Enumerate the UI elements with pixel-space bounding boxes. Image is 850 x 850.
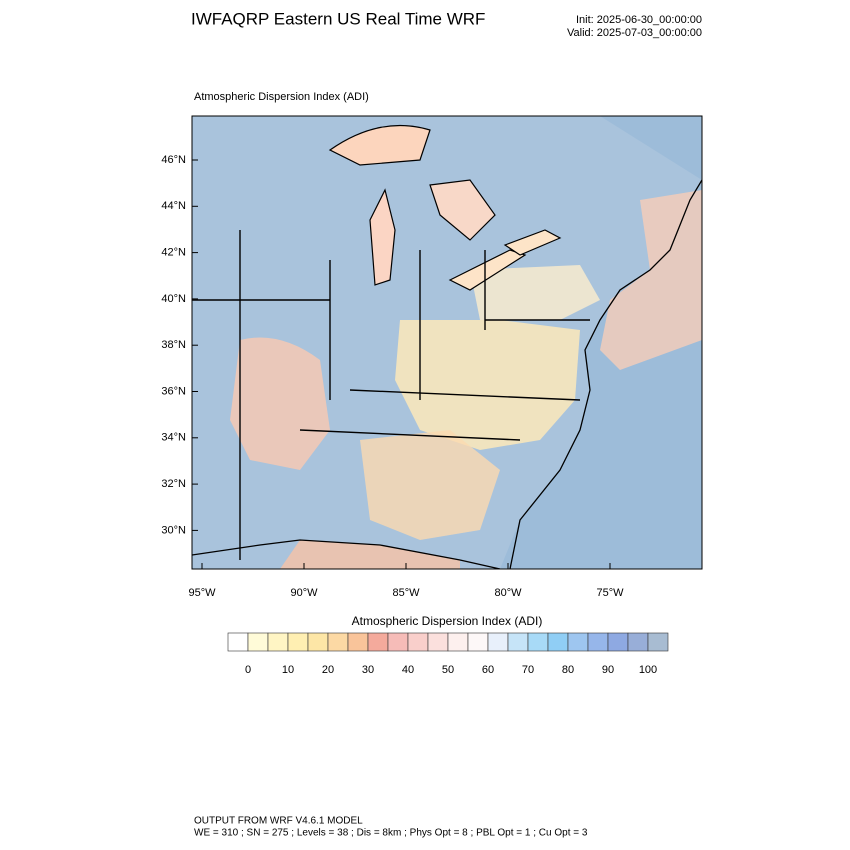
colorbar-box (387, 632, 409, 652)
region-low-adi (470, 265, 600, 320)
map-subtitle: Atmospheric Dispersion Index (ADI) (194, 91, 369, 103)
lake-erie (448, 249, 527, 291)
map (191, 115, 703, 570)
lat-label: 32°N (161, 478, 186, 490)
lake-superior (328, 124, 431, 166)
colorbar-tick-label: 40 (402, 664, 414, 676)
ocean (500, 116, 702, 569)
colorbar-tick-label: 80 (562, 664, 574, 676)
coastline (509, 179, 702, 569)
colorbar-tick-label: 30 (362, 664, 374, 676)
region-high-adi (230, 337, 330, 470)
coastline (192, 539, 501, 569)
colorbar-tick-label: 0 (245, 664, 251, 676)
colorbar-box (627, 632, 649, 652)
lat-label: 46°N (161, 154, 186, 166)
colorbar-tick-label: 100 (639, 664, 657, 676)
colorbar-box (447, 632, 469, 652)
lon-label: 75°W (596, 587, 624, 599)
valid-time: Valid: 2025-07-03_00:00:00 (567, 27, 702, 39)
state-borders (192, 230, 590, 560)
colorbar-box (487, 632, 509, 652)
colorbar-box (507, 632, 529, 652)
colorbar-box (467, 632, 489, 652)
title: IWFAQRP Eastern US Real Time WRF (191, 9, 485, 28)
lat-label: 44°N (161, 200, 186, 212)
region-mid-adi (395, 320, 580, 450)
colorbar-box (347, 632, 369, 652)
lake-huron (429, 179, 496, 241)
colorbar-box (567, 632, 589, 652)
colorbar-tick-label: 10 (282, 664, 294, 676)
lat-label: 34°N (161, 432, 186, 444)
lon-label: 90°W (290, 587, 318, 599)
lon-label: 85°W (392, 587, 420, 599)
colorbar-box (527, 632, 549, 652)
colorbar-tick-label: 70 (522, 664, 534, 676)
colorbar-box (647, 632, 669, 652)
region-mid-adi (360, 430, 500, 540)
lat-label: 40°N (161, 293, 186, 305)
colorbar-box (547, 632, 569, 652)
colorbar-box (367, 632, 389, 652)
lon-label: 95°W (188, 587, 216, 599)
footer-line: WE = 310 ; SN = 275 ; Levels = 38 ; Dis … (194, 828, 588, 839)
colorbar-box (427, 632, 449, 652)
map-frame (191, 115, 703, 570)
colorbar-tick-label: 60 (482, 664, 494, 676)
lake-michigan (369, 188, 396, 286)
lon-label: 80°W (494, 587, 522, 599)
colorbar-box (407, 632, 429, 652)
lat-label: 36°N (161, 385, 186, 397)
lat-label: 38°N (161, 339, 186, 351)
lat-label: 30°N (161, 524, 186, 536)
init-time: Init: 2025-06-30_00:00:00 (576, 14, 702, 26)
colorbar-tick-label: 50 (442, 664, 454, 676)
colorbar-box (327, 632, 349, 652)
colorbar-title: Atmospheric Dispersion Index (ADI) (352, 614, 543, 628)
colorbar-box (287, 632, 309, 652)
colorbar-box (607, 632, 629, 652)
colorbar-box (587, 632, 609, 652)
colorbar-tick-label: 90 (602, 664, 614, 676)
colorbar-tick-label: 20 (322, 664, 334, 676)
colorbar-box (307, 632, 329, 652)
footer-line: OUTPUT FROM WRF V4.6.1 MODEL (194, 816, 363, 827)
colorbar-box (227, 632, 249, 652)
colorbar-box (267, 632, 289, 652)
lake-ontario (503, 229, 562, 256)
colorbar-box (247, 632, 269, 652)
gulf-coast (280, 540, 460, 569)
lat-label: 42°N (161, 247, 186, 259)
